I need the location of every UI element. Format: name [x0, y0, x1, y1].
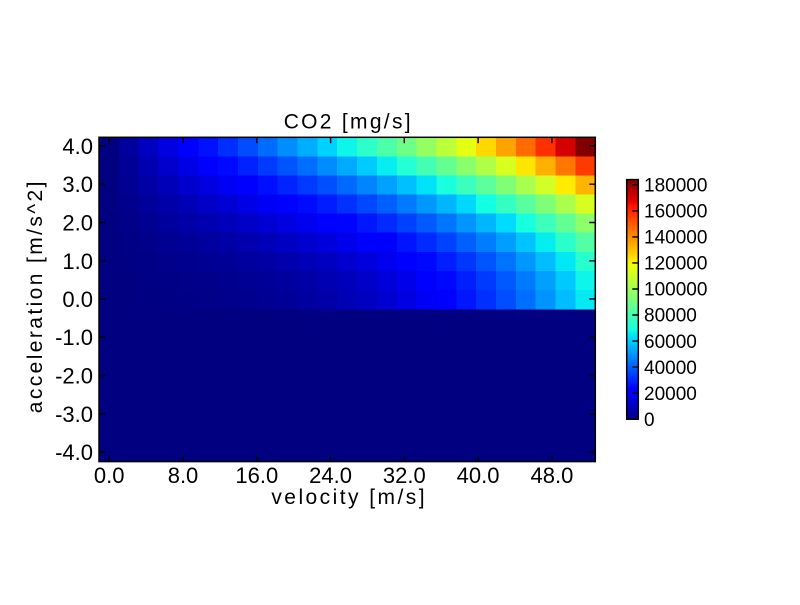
- svg-text:60000: 60000: [644, 332, 697, 353]
- svg-text:100000: 100000: [644, 280, 707, 301]
- svg-text:8.0: 8.0: [168, 463, 199, 488]
- svg-text:CO2 [mg/s]: CO2 [mg/s]: [284, 111, 413, 134]
- svg-text:-3.0: -3.0: [55, 402, 93, 427]
- svg-text:velocity [m/s]: velocity [m/s]: [271, 486, 427, 509]
- svg-text:40000: 40000: [644, 358, 697, 379]
- svg-text:4.0: 4.0: [62, 134, 93, 159]
- svg-text:24.0: 24.0: [309, 463, 352, 488]
- svg-text:140000: 140000: [644, 228, 707, 249]
- svg-text:48.0: 48.0: [530, 463, 573, 488]
- svg-text:180000: 180000: [644, 176, 707, 197]
- svg-text:160000: 160000: [644, 202, 707, 223]
- svg-text:3.0: 3.0: [62, 172, 93, 197]
- svg-text:-4.0: -4.0: [55, 440, 93, 465]
- svg-text:120000: 120000: [644, 254, 707, 275]
- svg-text:acceleration [m/s^2]: acceleration [m/s^2]: [24, 179, 47, 413]
- svg-text:2.0: 2.0: [62, 211, 93, 236]
- svg-text:-1.0: -1.0: [55, 325, 93, 350]
- svg-text:-2.0: -2.0: [55, 364, 93, 389]
- svg-text:0.0: 0.0: [94, 463, 125, 488]
- svg-text:20000: 20000: [644, 384, 697, 405]
- svg-text:0.0: 0.0: [62, 287, 93, 312]
- svg-text:80000: 80000: [644, 306, 697, 327]
- svg-text:32.0: 32.0: [383, 463, 426, 488]
- svg-text:1.0: 1.0: [62, 249, 93, 274]
- svg-text:40.0: 40.0: [457, 463, 500, 488]
- svg-text:0: 0: [644, 410, 655, 431]
- svg-text:16.0: 16.0: [235, 463, 278, 488]
